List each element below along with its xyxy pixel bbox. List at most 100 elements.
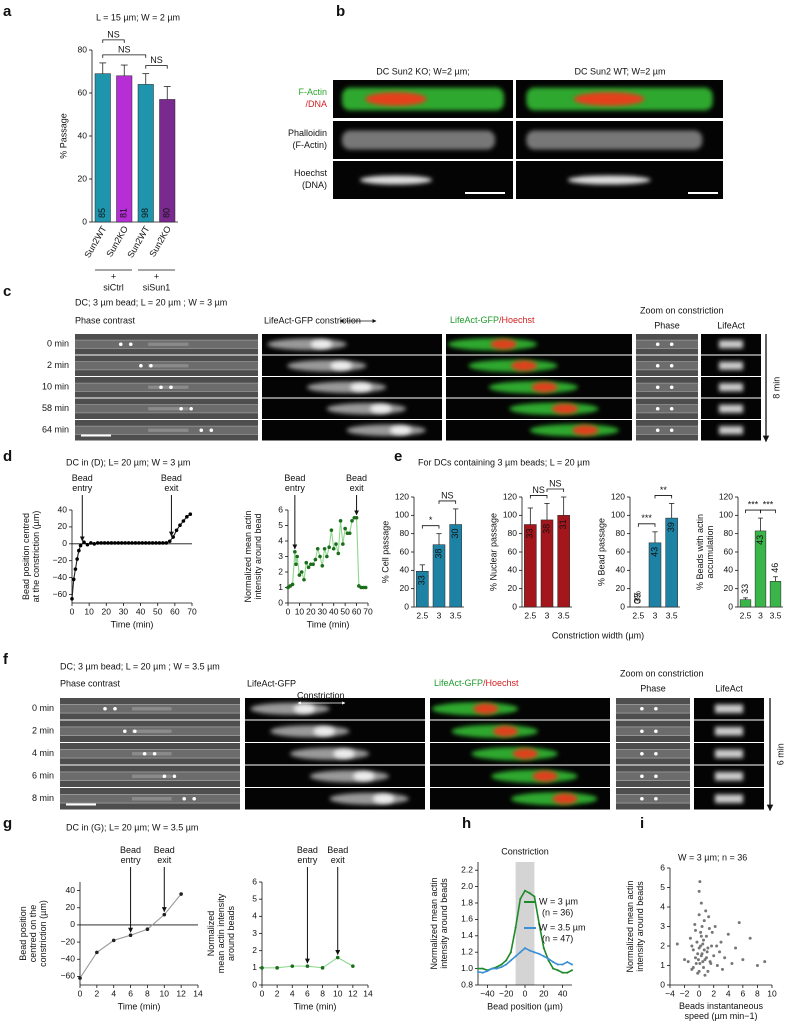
point xyxy=(354,515,359,520)
x-tick-label: 10 xyxy=(84,606,94,616)
chart: −60 −40 −20 0 20 40 Bead position centredat th… xyxy=(21,457,197,629)
significance-bracket xyxy=(421,525,440,529)
micrograph xyxy=(701,420,761,441)
y-tick-label: −40 xyxy=(53,572,68,582)
significance-label: NS xyxy=(118,44,131,54)
significance-bracket xyxy=(546,488,565,492)
point xyxy=(71,577,76,582)
bead xyxy=(133,729,137,734)
point xyxy=(505,959,508,962)
actin xyxy=(330,361,353,371)
x-tick-label: 70 xyxy=(187,606,197,616)
point xyxy=(571,969,573,972)
point xyxy=(697,889,701,893)
point xyxy=(500,963,503,966)
y-axis-label: Bead position centredat the constriction… xyxy=(21,511,41,603)
cell xyxy=(267,338,347,350)
annotation: Bead entry xyxy=(72,473,93,493)
channel xyxy=(636,340,698,349)
panel-letter: a xyxy=(3,3,12,20)
row-label-line: Hoechst xyxy=(294,168,328,178)
y-axis-label-line: Normalized xyxy=(206,911,216,957)
micrograph xyxy=(262,420,442,441)
actin xyxy=(333,749,355,759)
micrograph xyxy=(75,334,258,355)
y-tick-label: 60 xyxy=(724,546,734,556)
bead xyxy=(640,751,644,756)
point xyxy=(702,938,706,942)
point xyxy=(306,565,311,570)
y-tick-label: 40 xyxy=(724,565,734,575)
micrograph xyxy=(60,743,240,765)
y-tick-label: −20 xyxy=(61,936,76,946)
nucleus xyxy=(552,793,578,805)
point xyxy=(363,585,368,590)
point xyxy=(164,541,169,545)
micrograph xyxy=(701,398,761,419)
row-label: 2 min xyxy=(32,726,54,736)
x-tick-label: 6 xyxy=(128,988,133,998)
actin xyxy=(719,340,743,349)
micrograph xyxy=(333,80,513,118)
y-tick-label: 20 xyxy=(616,583,626,593)
bead xyxy=(655,385,660,390)
bead xyxy=(172,774,177,779)
point xyxy=(707,915,711,919)
point xyxy=(691,965,695,969)
x-tick-label: 14 xyxy=(363,988,373,998)
x-tick-label: 30 xyxy=(318,606,328,616)
cell xyxy=(342,130,495,150)
group-label: siCtrl xyxy=(103,282,124,292)
y-axis-label-line: Bead position xyxy=(18,906,28,961)
n-label: 33 xyxy=(633,593,643,603)
y-tick-label: 20 xyxy=(508,583,518,593)
channel xyxy=(616,726,690,736)
micrograph xyxy=(245,720,425,742)
point xyxy=(113,541,117,545)
point xyxy=(302,577,306,582)
point xyxy=(294,562,298,567)
panel-title: DC; 3 µm bead; L = 20 µm ; W = 3 µm xyxy=(75,297,227,307)
micrograph xyxy=(701,377,761,398)
n-label: 33 xyxy=(740,584,750,594)
point xyxy=(704,934,708,938)
point xyxy=(320,564,325,568)
nucleus xyxy=(490,339,517,350)
panel-letter: h xyxy=(462,815,471,832)
point xyxy=(102,541,107,545)
micrograph xyxy=(694,698,764,720)
point xyxy=(697,913,701,917)
group-marker: + xyxy=(154,271,159,281)
nucleus xyxy=(360,175,432,185)
nucleus xyxy=(532,770,558,782)
bar xyxy=(769,581,782,608)
micrograph xyxy=(262,334,442,355)
y-tick-label: 40 xyxy=(616,565,626,575)
annotation-line: Bead xyxy=(72,473,93,483)
column-header-part: LifeAct-GFP xyxy=(450,315,499,325)
actin xyxy=(313,726,336,736)
constriction xyxy=(148,364,189,368)
x-tick-label: 8 xyxy=(320,988,325,998)
actin xyxy=(310,339,333,349)
point xyxy=(322,546,327,551)
channel xyxy=(636,361,698,370)
significance-label: NS xyxy=(532,485,545,495)
point xyxy=(128,933,133,938)
bar xyxy=(159,99,176,223)
x-tick-label: 12 xyxy=(176,988,186,998)
row-label: 4 min xyxy=(32,748,54,758)
cell xyxy=(270,725,350,738)
point xyxy=(331,546,336,551)
bead xyxy=(192,796,196,801)
x-tick-label: 3.5 xyxy=(666,610,678,620)
bead xyxy=(152,751,157,756)
point xyxy=(70,596,74,601)
row-label-line: F-Actin xyxy=(298,87,327,97)
y-tick-label: 6 xyxy=(660,862,665,872)
point xyxy=(351,964,355,968)
cell xyxy=(290,747,370,760)
bar xyxy=(116,75,133,223)
